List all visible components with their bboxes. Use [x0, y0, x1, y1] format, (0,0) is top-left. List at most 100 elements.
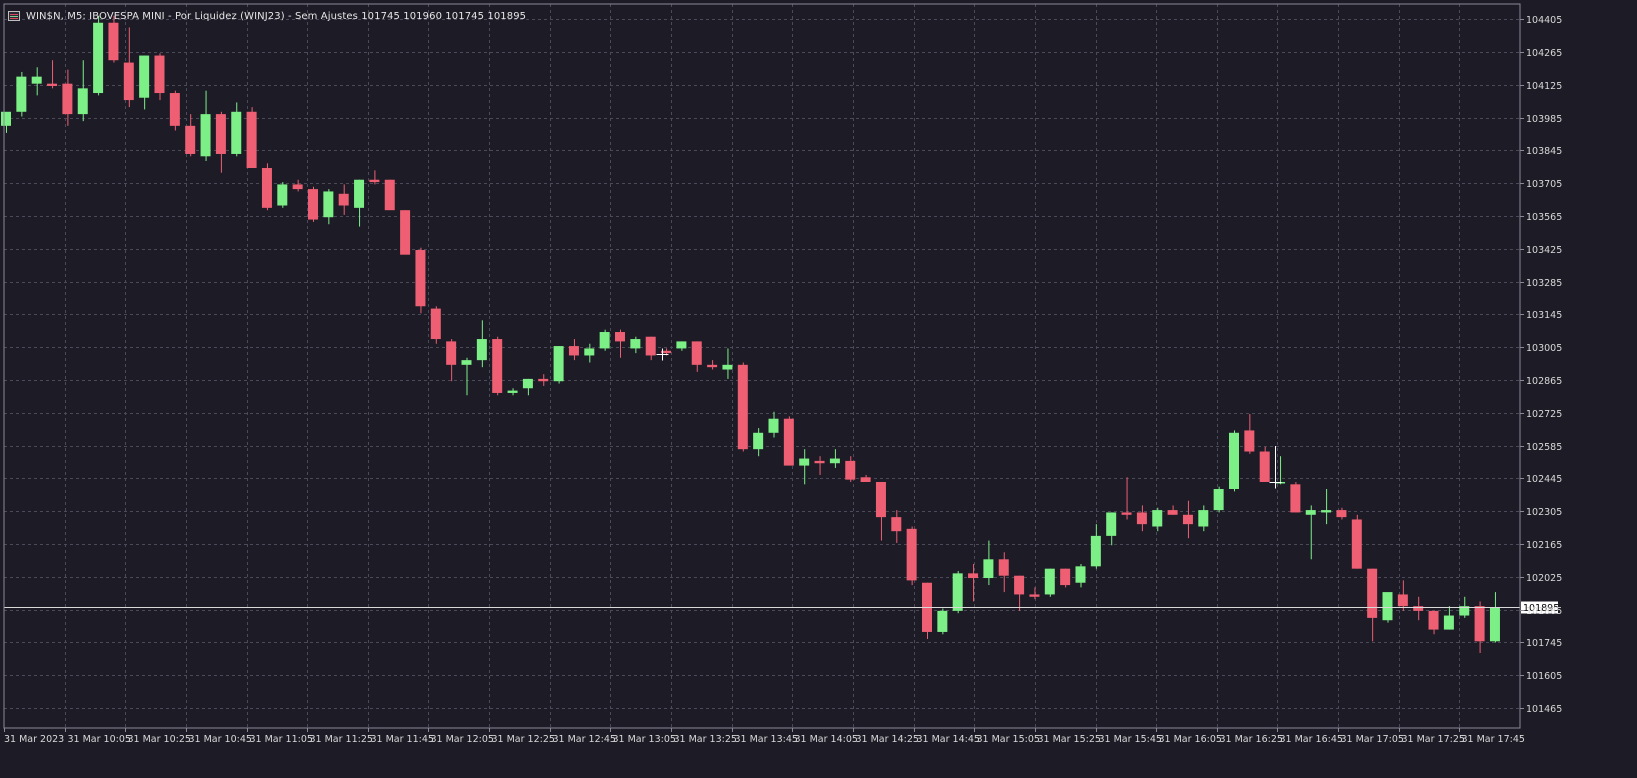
y-tick-label: 104405	[1526, 15, 1562, 26]
candle-body	[1474, 606, 1485, 642]
candle	[1182, 500, 1193, 539]
candle-body	[1443, 615, 1454, 630]
x-tick-label: 31 Mar 11:05	[250, 734, 313, 745]
x-tick-label: 31 Mar 14:05	[795, 734, 858, 745]
candle	[1090, 524, 1101, 569]
current-price-line: 101895	[4, 601, 1559, 614]
x-tick-label: 31 Mar 11:25	[310, 734, 373, 745]
x-tick-label: 31 Mar 15:45	[1099, 734, 1162, 745]
candle-body	[62, 83, 73, 115]
candle	[507, 388, 518, 396]
candle-body	[1351, 519, 1362, 569]
candle-body	[1321, 510, 1332, 513]
candle	[154, 53, 165, 101]
candle-body	[261, 168, 272, 208]
candle-body	[799, 458, 810, 466]
candle	[1229, 430, 1239, 492]
candle-body	[1060, 568, 1071, 586]
candle-body	[384, 179, 395, 211]
y-tick-label: 103005	[1526, 343, 1562, 354]
candle-body	[1382, 592, 1393, 621]
candle	[31, 67, 42, 96]
candle-body	[1182, 514, 1193, 525]
candle	[829, 449, 840, 468]
candle-body	[1244, 430, 1255, 452]
candle-body	[1229, 432, 1239, 490]
x-tick-label: 31 Mar 10:05	[68, 734, 131, 745]
candle	[215, 111, 226, 173]
candle	[246, 107, 257, 169]
candle-body	[507, 390, 518, 393]
price-label: 101895	[1523, 603, 1559, 614]
x-tick-label: 31 Mar 11:45	[371, 734, 434, 745]
candle	[93, 15, 104, 96]
candle-body	[354, 179, 365, 208]
candle-body	[31, 76, 42, 84]
candle	[1474, 601, 1485, 654]
candle	[691, 341, 702, 372]
candle	[1136, 505, 1147, 532]
candle-body	[1167, 510, 1178, 515]
candle	[845, 456, 856, 482]
candle	[922, 582, 932, 639]
candle	[62, 69, 73, 126]
y-tick-label: 102725	[1526, 409, 1562, 420]
candle-body	[860, 477, 871, 482]
crosshair-cursor	[656, 348, 669, 361]
candle-body	[1305, 510, 1316, 515]
candle-body	[753, 432, 764, 450]
candle-body	[1090, 535, 1101, 567]
candle-body	[1397, 594, 1408, 607]
candle	[722, 348, 733, 379]
candle-body	[676, 341, 687, 349]
y-tick-label: 102445	[1526, 474, 1562, 485]
candle	[476, 320, 487, 368]
candle-body	[1428, 610, 1439, 630]
candle	[185, 114, 196, 157]
candle	[1397, 580, 1408, 611]
candle-body	[277, 184, 288, 206]
candle-body	[630, 339, 641, 349]
candle-body	[185, 125, 196, 154]
candle	[1121, 477, 1132, 520]
y-tick-label: 102865	[1526, 376, 1562, 387]
x-tick-label: 31 Mar 13:05	[613, 734, 676, 745]
candle	[599, 329, 610, 351]
candle	[1336, 507, 1347, 520]
y-tick-label: 102305	[1526, 507, 1562, 518]
candle	[522, 378, 533, 396]
candle	[108, 15, 119, 63]
candle-body	[1, 111, 11, 126]
x-tick-label: 31 Mar 16:05	[1159, 734, 1222, 745]
candle	[753, 428, 764, 457]
candle	[737, 362, 748, 452]
x-tick-label: 31 Mar 10:45	[189, 734, 252, 745]
candle-body	[476, 339, 487, 361]
candle	[1275, 456, 1286, 485]
candle	[968, 563, 979, 602]
candle	[1152, 507, 1163, 532]
price-label-box	[1521, 601, 1558, 614]
candle-body	[1413, 606, 1424, 611]
x-tick-label: 31 Mar 2023	[4, 734, 64, 745]
candle-body	[139, 55, 150, 98]
candle	[875, 481, 886, 541]
candle-body	[1121, 512, 1132, 515]
candle	[860, 474, 871, 482]
candle	[1413, 596, 1424, 621]
x-tick-label: 31 Mar 16:25	[1220, 734, 1283, 745]
x-tick-label: 31 Mar 15:25	[1038, 734, 1101, 745]
candle-body	[1152, 510, 1163, 527]
candle-body	[814, 460, 825, 464]
chart-title: WIN$N, M5: IBOVESPA MINI - Por Liquidez …	[26, 10, 527, 22]
candle	[553, 346, 564, 384]
candle	[139, 55, 150, 110]
candle-body	[645, 336, 656, 356]
candle-body	[983, 559, 994, 579]
candle	[277, 182, 288, 208]
candle	[123, 27, 134, 108]
candle-body	[599, 332, 610, 349]
candle	[998, 552, 1009, 593]
